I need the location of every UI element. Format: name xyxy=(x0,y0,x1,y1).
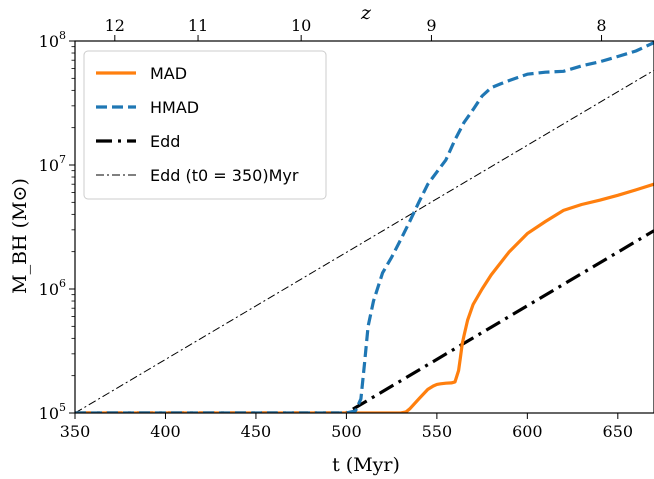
y-tick-label: 106 xyxy=(39,277,66,299)
legend-box xyxy=(83,50,327,200)
x-tick-label: 500 xyxy=(331,422,362,441)
top-axis-title: z xyxy=(360,2,372,24)
x-tick-label: 400 xyxy=(150,422,181,441)
legend-label: MAD xyxy=(150,64,187,83)
x-tick-label: 350 xyxy=(60,422,91,441)
y-tick-label: 107 xyxy=(39,153,66,175)
x-tick-label: 450 xyxy=(241,422,272,441)
series-line-hmad xyxy=(75,41,654,413)
top-tick-label: 12 xyxy=(105,16,125,35)
top-tick-label: 11 xyxy=(188,16,208,35)
top-tick-label: 8 xyxy=(596,16,606,35)
x-tick-label: 600 xyxy=(512,422,543,441)
ticks-layer: 350 400 450 500 550 600 650 105 106 107 108 12 11 10 9… xyxy=(39,16,633,441)
series-line-edd xyxy=(75,229,654,413)
legend: MAD HMAD Edd Edd (t0 = 350)Myr xyxy=(83,50,327,200)
series-line-edd-t0 xyxy=(75,69,654,413)
y-axis-title: M_BH (M⊙) xyxy=(9,178,31,294)
y-tick-label: 108 xyxy=(39,29,66,51)
x-axis-title: t (Myr) xyxy=(332,454,400,476)
legend-label: HMAD xyxy=(150,98,199,117)
legend-label: Edd xyxy=(150,132,180,151)
series-line-mad xyxy=(75,182,654,413)
legend-label: Edd (t0 = 350)Myr xyxy=(150,166,299,185)
x-tick-label: 650 xyxy=(603,422,634,441)
top-tick-label: 10 xyxy=(291,16,311,35)
y-tick-label: 105 xyxy=(39,401,66,423)
top-tick-label: 9 xyxy=(426,16,436,35)
series-layer xyxy=(75,41,654,413)
x-tick-label: 550 xyxy=(422,422,453,441)
plot-frame xyxy=(74,40,654,414)
